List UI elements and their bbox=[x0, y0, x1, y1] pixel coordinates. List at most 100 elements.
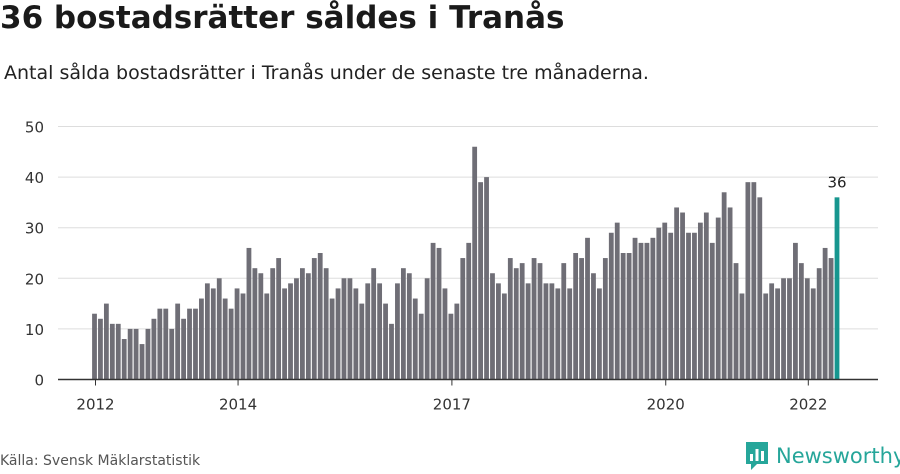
bar bbox=[258, 273, 264, 380]
bar bbox=[525, 283, 531, 380]
chart-subtitle: Antal sålda bostadsrätter i Tranås under… bbox=[4, 62, 649, 84]
bar bbox=[389, 323, 394, 380]
bar bbox=[620, 253, 626, 380]
bar bbox=[775, 288, 780, 380]
bar bbox=[804, 278, 810, 380]
bar bbox=[781, 278, 786, 380]
bar bbox=[145, 328, 151, 380]
bar bbox=[472, 146, 478, 380]
bar bbox=[828, 258, 834, 380]
bar bbox=[721, 192, 727, 380]
bar bbox=[608, 232, 614, 380]
y-tick-label: 30 bbox=[25, 220, 44, 238]
bar bbox=[92, 313, 97, 380]
bar bbox=[531, 258, 537, 380]
bar bbox=[501, 293, 507, 380]
y-tick-label: 40 bbox=[25, 169, 44, 187]
bar bbox=[282, 288, 287, 380]
bar bbox=[442, 288, 448, 380]
bar bbox=[199, 298, 204, 380]
bar bbox=[638, 242, 644, 380]
bar bbox=[513, 268, 519, 380]
bar bbox=[585, 237, 590, 380]
bar bbox=[602, 258, 608, 380]
brand-name: Newsworthy bbox=[776, 444, 900, 468]
bar bbox=[311, 258, 317, 380]
brand-logo: Newsworthy bbox=[744, 440, 900, 472]
bar bbox=[674, 207, 680, 380]
bar bbox=[252, 268, 258, 380]
bar bbox=[579, 258, 584, 380]
bar bbox=[329, 298, 335, 380]
source-note: Källa: Svensk Mäklarstatistik bbox=[0, 453, 201, 469]
bar bbox=[412, 298, 418, 380]
bar bbox=[335, 288, 341, 380]
bar bbox=[697, 222, 703, 380]
bar bbox=[573, 253, 579, 380]
bar bbox=[98, 318, 103, 380]
bar bbox=[288, 283, 293, 380]
bar bbox=[305, 273, 311, 380]
bar bbox=[121, 339, 127, 380]
bar bbox=[448, 313, 454, 380]
bar bbox=[656, 227, 662, 380]
bar bbox=[733, 263, 739, 380]
bar bbox=[787, 278, 792, 380]
bar bbox=[400, 268, 406, 380]
x-tick-label: 2020 bbox=[647, 396, 685, 414]
bar-highlight bbox=[834, 197, 840, 380]
bar bbox=[406, 273, 412, 380]
bar bbox=[798, 263, 804, 380]
bar bbox=[377, 283, 383, 380]
bar bbox=[418, 313, 424, 380]
bar bbox=[175, 303, 181, 380]
bar bbox=[549, 283, 555, 380]
bar bbox=[816, 268, 822, 380]
bar bbox=[157, 308, 163, 380]
bar bbox=[668, 232, 674, 380]
bar bbox=[133, 328, 139, 380]
bar bbox=[222, 298, 228, 380]
bar bbox=[763, 293, 769, 380]
bar bbox=[359, 303, 365, 380]
newsworthy-logo-icon bbox=[746, 442, 768, 470]
bar bbox=[139, 344, 145, 380]
bar bbox=[187, 308, 192, 380]
bar bbox=[383, 303, 388, 380]
bar bbox=[519, 263, 525, 380]
bar bbox=[460, 258, 466, 380]
bar bbox=[103, 303, 109, 380]
bar bbox=[810, 288, 816, 380]
bar bbox=[614, 222, 620, 380]
bar bbox=[686, 232, 691, 380]
bar bbox=[454, 303, 460, 380]
bar bbox=[703, 212, 709, 380]
bar bbox=[300, 268, 305, 380]
bar bbox=[739, 293, 745, 380]
bar bbox=[323, 268, 329, 380]
y-tick-label: 50 bbox=[25, 119, 44, 137]
bar bbox=[507, 258, 513, 380]
bar bbox=[169, 328, 175, 380]
bar bbox=[353, 288, 359, 380]
bar bbox=[163, 308, 169, 380]
bar bbox=[769, 283, 775, 380]
x-tick-label: 2014 bbox=[219, 396, 257, 414]
bar bbox=[371, 268, 377, 380]
bar bbox=[745, 182, 751, 380]
bar bbox=[151, 318, 157, 380]
highlight-value-label: 36 bbox=[827, 173, 846, 191]
bar bbox=[210, 288, 216, 380]
bar bbox=[537, 263, 543, 380]
bar bbox=[276, 258, 282, 380]
bar bbox=[484, 177, 489, 380]
bar bbox=[193, 308, 198, 380]
bar bbox=[341, 278, 347, 380]
bar-chart: 0 10 20 30 40 50 36 2012 2014 2017 2020 2022 bbox=[25, 119, 878, 414]
bar bbox=[204, 283, 210, 380]
bar bbox=[270, 268, 276, 380]
bar bbox=[567, 288, 573, 380]
bar bbox=[591, 273, 596, 380]
y-tick-label: 10 bbox=[25, 321, 44, 339]
bar bbox=[347, 278, 353, 380]
